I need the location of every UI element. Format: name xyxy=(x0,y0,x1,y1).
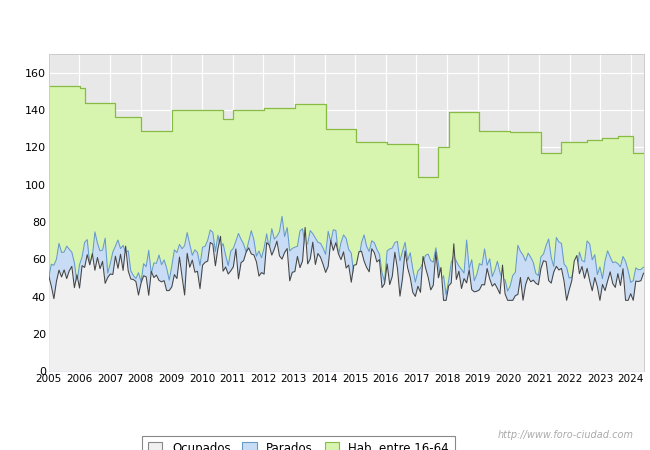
Legend: Ocupados, Parados, Hab. entre 16-64: Ocupados, Parados, Hab. entre 16-64 xyxy=(142,436,454,450)
Text: Fuentes de Jiloca - Evolucion de la poblacion en edad de Trabajar Mayo de 2024: Fuentes de Jiloca - Evolucion de la pobl… xyxy=(81,17,569,30)
Text: http://www.foro-ciudad.com: http://www.foro-ciudad.com xyxy=(498,430,634,440)
